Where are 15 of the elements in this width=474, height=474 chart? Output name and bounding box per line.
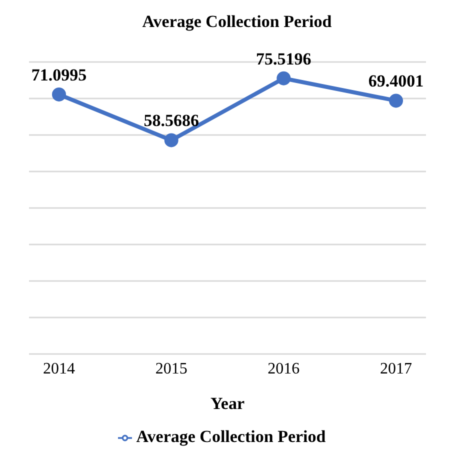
point: [389, 94, 403, 108]
data-label: 69.4001: [368, 72, 424, 91]
x-tick-label: 2017: [380, 360, 412, 378]
data-label: 75.5196: [256, 49, 312, 68]
data-label: 71.0995: [31, 65, 87, 84]
point: [164, 133, 178, 148]
point: [276, 71, 291, 86]
chart-title: Average Collection Period: [141, 12, 333, 32]
x-tick-label: 2016: [268, 360, 300, 378]
point: [52, 87, 66, 102]
x-tick-label: 2014: [43, 360, 75, 378]
x-tick-label: 2015: [155, 360, 188, 378]
x-axis-title: Year: [210, 394, 245, 413]
data-label: 58.5686: [144, 111, 199, 130]
legend-label: Average Collection Period: [136, 427, 326, 446]
